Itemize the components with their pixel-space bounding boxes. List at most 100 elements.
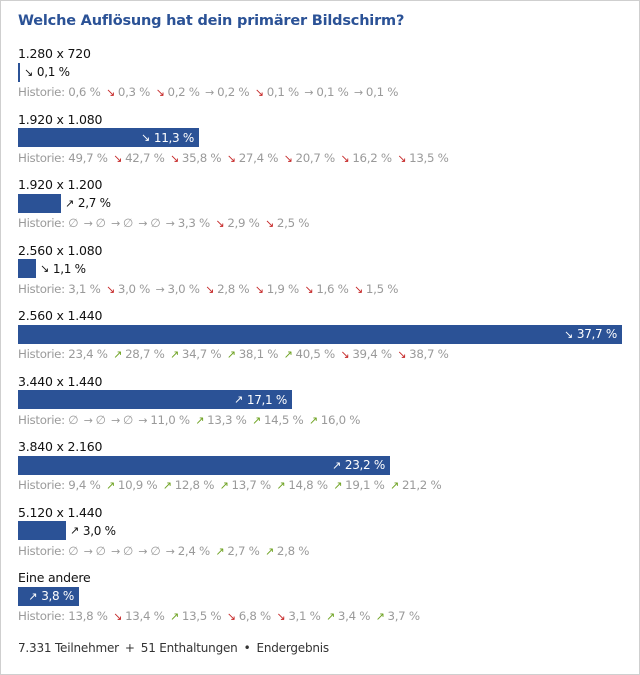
trend-flat-icon: →: [165, 217, 175, 230]
history-value: 2,7 %: [227, 543, 260, 558]
trend-up-icon: ↗: [252, 413, 261, 427]
history-value: ∅: [122, 412, 133, 427]
trend-down-icon: ↘: [40, 262, 49, 275]
result-bar-row: ↘ 11,3 %: [18, 128, 625, 148]
history-label: Historie:: [18, 609, 65, 623]
history-value: ∅: [95, 412, 106, 427]
history-line: Historie: ∅ → ∅ → ∅ → ∅ → 2,4 % ↗ 2,7 % ↗ 2,8 …: [18, 543, 625, 560]
option-label: 1.920 x 1.080: [18, 111, 103, 127]
history-line: Historie: ∅ → ∅ → ∅ → ∅ → 3,3 % ↘ 2,9 % ↘ 2,5 …: [18, 215, 625, 232]
percent-text: 37,7 %: [576, 327, 617, 341]
history-label: Historie:: [18, 412, 65, 427]
history-value: 3,7 %: [387, 609, 421, 623]
trend-flat-icon: →: [111, 413, 120, 427]
dot-separator: •: [243, 640, 251, 655]
history-value: 21,2 %: [401, 478, 442, 492]
trend-up-icon: ↗: [226, 348, 236, 361]
history-value: ∅: [122, 543, 133, 558]
poll-option: 1.920 x 1.200 ↗ 2,7 % Historie: ∅ → ∅ → ∅ → ∅ …: [18, 176, 625, 242]
percent-value: ↗ 3,8 %: [24, 589, 79, 603]
trend-up-icon: ↗: [162, 479, 172, 492]
percent-value: ↗ 23,2 %: [328, 458, 390, 472]
percent-value: ↘ 1,1 %: [36, 262, 91, 276]
trend-up-icon: ↗: [331, 458, 341, 472]
history-value: 2,8 %: [276, 543, 310, 558]
history-value: 0,1 %: [316, 85, 349, 99]
history-value: 2,9 %: [227, 216, 260, 230]
history-value: 19,1 %: [345, 478, 385, 492]
history-line: Historie: 49,7 % ↘ 42,7 % ↘ 35,8 % ↘ 27,4 %…: [18, 150, 625, 167]
history-value: 14,5 %: [263, 412, 304, 427]
trend-up-icon: ↗: [105, 479, 115, 492]
trend-up-icon: ↗: [276, 479, 286, 492]
percent-text: 3,8 %: [41, 589, 74, 603]
history-value: 34,7 %: [181, 347, 222, 361]
trend-up-icon: ↗: [169, 610, 179, 623]
percent-value: ↗ 2,7 %: [61, 196, 116, 210]
trend-down-icon: ↘: [169, 151, 179, 165]
percent-text: 0,1 %: [36, 65, 70, 79]
percent-value: ↗ 17,1 %: [230, 393, 292, 407]
trend-down-icon: ↘: [304, 282, 314, 296]
option-label: 3.840 x 2.160: [18, 439, 103, 454]
poll-option: 1.280 x 720 ↘ 0,1 % Historie: 0,6 % ↘ 0,3 % …: [18, 45, 625, 111]
option-label: 2.560 x 1.080: [18, 242, 103, 258]
percent-value: ↘ 0,1 %: [20, 65, 75, 79]
history-value: 13,5 %: [409, 150, 449, 165]
history-line: Historie: ∅ → ∅ → ∅ → 11,0 % ↗ 13,3 % ↗ 14,5 …: [18, 412, 625, 429]
trend-down-icon: ↘: [283, 151, 293, 165]
result-bar: ↗ 23,2 %: [18, 455, 390, 475]
history-value: 0,2 %: [217, 85, 250, 99]
history-value: 40,5 %: [295, 347, 336, 361]
trend-up-icon: ↗: [219, 479, 229, 492]
result-bar-row: ↗ 3,8 %: [18, 586, 625, 606]
poll-title: Welche Auflösung hat dein primärer Bilds…: [18, 13, 405, 29]
trend-flat-icon: →: [138, 544, 148, 558]
history-value: 2,4 %: [177, 543, 211, 558]
trend-up-icon: ↗: [65, 196, 74, 210]
result-bar: [18, 521, 66, 540]
trend-flat-icon: →: [205, 86, 215, 99]
option-label: 3.440 x 1.440: [18, 373, 103, 389]
trend-down-icon: ↘: [155, 86, 165, 99]
trend-flat-icon: →: [111, 217, 120, 230]
history-value: 13,3 %: [207, 412, 247, 427]
history-value: 2,5 %: [276, 216, 310, 230]
history-value: 3,0 %: [167, 281, 200, 296]
result-bar-row: ↗ 23,2 %: [18, 455, 625, 475]
history-value: 3,1 %: [68, 281, 101, 296]
history-label: Historie:: [18, 543, 65, 558]
trend-up-icon: ↗: [375, 610, 385, 623]
result-bar-row: ↘ 37,7 %: [18, 324, 625, 344]
result-status: Endergebnis: [256, 640, 329, 655]
history-line: Historie: 0,6 % ↘ 0,3 % ↘ 0,2 % → 0,2 % ↘ 0,…: [18, 84, 625, 101]
poll-option: 2.560 x 1.080 ↘ 1,1 % Historie: 3,1 % ↘ 3,0 …: [18, 242, 625, 308]
history-line: Historie: 9,4 % ↗ 10,9 % ↗ 12,8 % ↗ 13,7 % …: [18, 477, 625, 494]
trend-down-icon: ↘: [254, 282, 264, 296]
history-value: 3,0 %: [117, 281, 151, 296]
history-label: Historie:: [18, 478, 65, 492]
history-value: ∅: [150, 543, 161, 558]
trend-flat-icon: →: [83, 544, 93, 558]
history-value: 0,6 %: [68, 85, 101, 99]
history-value: 16,2 %: [352, 150, 392, 165]
percent-value: ↘ 37,7 %: [560, 327, 622, 341]
history-label: Historie:: [18, 216, 65, 230]
percent-value: ↗ 3,0 %: [66, 524, 121, 538]
trend-up-icon: ↗: [195, 413, 205, 427]
history-line: Historie: 13,8 % ↘ 13,4 % ↗ 13,5 % ↘ 6,8 % …: [18, 608, 625, 625]
history-value: 39,4 %: [352, 347, 392, 361]
history-value: 6,8 %: [238, 609, 272, 623]
history-value: 38,7 %: [409, 347, 449, 361]
history-value: 3,3 %: [177, 216, 211, 230]
option-label: Eine andere: [18, 570, 91, 585]
trend-up-icon: ↗: [265, 544, 274, 558]
option-label: 2.560 x 1.440: [18, 308, 103, 323]
trend-up-icon: ↗: [233, 393, 243, 406]
result-bar-row: ↗ 17,1 %: [18, 390, 625, 410]
trend-flat-icon: →: [155, 282, 165, 296]
trend-up-icon: ↗: [215, 544, 225, 558]
trend-down-icon: ↘: [113, 151, 123, 165]
percent-text: 17,1 %: [246, 392, 287, 407]
